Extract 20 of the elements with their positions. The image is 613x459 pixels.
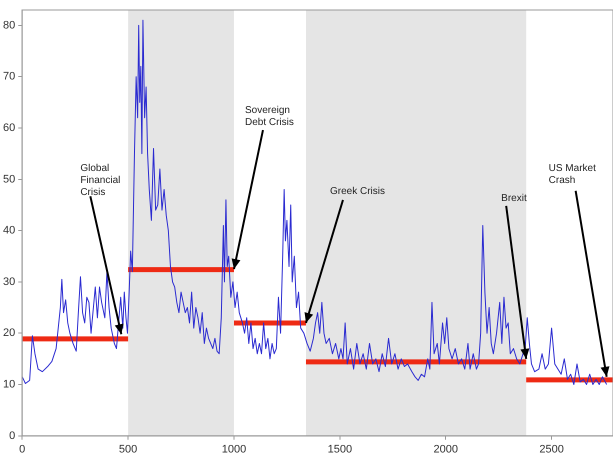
annotation: Greek Crisis — [330, 186, 386, 198]
y-tick-label: 20 — [2, 327, 16, 340]
x-tick-label: 2000 — [433, 443, 458, 456]
y-tick-label: 60 — [2, 122, 16, 134]
y-tick-label: 80 — [2, 19, 16, 32]
x-tick-label: 1500 — [328, 443, 352, 456]
y-tick-label: 30 — [2, 276, 16, 288]
annotation: Sovereign Debt Crisis — [244, 105, 295, 130]
x-tick-label: 2500 — [539, 443, 564, 456]
annotation: US Market Crash — [548, 162, 597, 187]
annotation: Global Financial Crisis — [80, 163, 122, 200]
x-tick-label: 0 — [19, 443, 26, 456]
x-tick-label: 1000 — [222, 443, 246, 456]
y-tick-label: 70 — [2, 70, 16, 83]
y-tick-label: 50 — [2, 173, 16, 186]
y-tick-label: 40 — [2, 224, 16, 237]
x-tick-label: 500 — [118, 443, 138, 456]
y-tick-label: 10 — [2, 378, 16, 391]
annotation: Brexit — [501, 192, 528, 205]
y-tick-label: 0 — [9, 430, 16, 442]
